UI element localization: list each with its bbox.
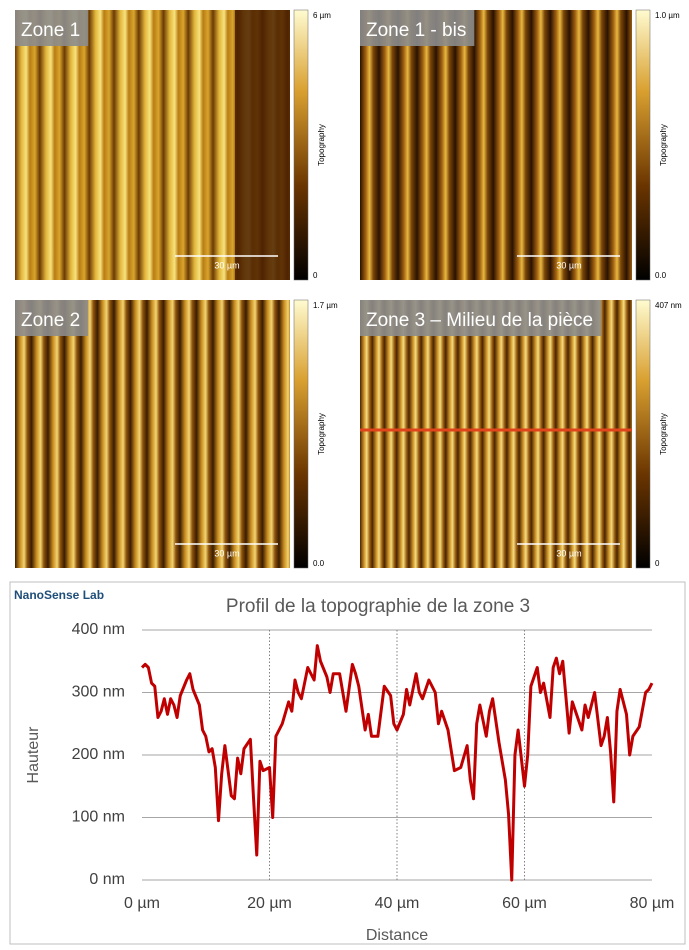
x-axis-label: Distance — [366, 927, 428, 944]
scale-bar-label: 30 µm — [556, 260, 581, 270]
colorbar — [293, 9, 309, 281]
zone-title-bg — [360, 300, 602, 336]
zone-title-bg — [360, 10, 475, 46]
colorbar — [293, 299, 309, 569]
colorbar-max: 6 µm — [313, 11, 331, 20]
zone-title: Zone 3 – Milieu de la pièce — [366, 310, 593, 331]
colorbar-max: 1.0 µm — [655, 11, 680, 20]
x-tick-label: 80 µm — [630, 895, 675, 912]
colorbar — [635, 9, 651, 281]
afm-image — [360, 300, 632, 568]
y-tick-label: 100 nm — [72, 809, 125, 826]
colorbar-min: 0.0 — [313, 559, 325, 568]
colorbar-label: Topography — [659, 413, 668, 455]
y-tick-label: 400 nm — [72, 621, 125, 638]
colorbar-label: Topography — [317, 124, 326, 166]
scale-bar-label: 30 µm — [556, 548, 581, 558]
zone-title-bg — [15, 300, 89, 336]
zone-title-bg — [15, 10, 89, 46]
scale-bar-label: 30 µm — [214, 260, 239, 270]
chart-title: Profil de la topographie de la zone 3 — [226, 596, 530, 617]
x-tick-label: 60 µm — [502, 895, 547, 912]
afm-image — [360, 10, 632, 280]
y-tick-label: 200 nm — [72, 746, 125, 763]
colorbar-min: 0 — [313, 271, 318, 280]
zone-title: Zone 1 - bis — [366, 20, 466, 41]
zone-title: Zone 2 — [21, 310, 80, 331]
colorbar-min: 0 — [655, 559, 660, 568]
data-line — [140, 644, 654, 882]
x-tick-label: 20 µm — [247, 895, 292, 912]
y-tick-label: 0 nm — [89, 871, 125, 888]
colorbar-max: 1.7 µm — [313, 301, 338, 310]
logo: NanoSense Lab — [14, 588, 104, 602]
scale-bar-label: 30 µm — [214, 548, 239, 558]
colorbar-min: 0.0 — [655, 271, 667, 280]
chart-frame — [9, 581, 686, 945]
colorbar-label: Topography — [659, 124, 668, 166]
afm-image — [15, 300, 290, 568]
x-tick-label: 0 µm — [124, 895, 160, 912]
colorbar-max: 407 nm — [655, 301, 682, 310]
zone-title: Zone 1 — [21, 20, 80, 41]
x-tick-label: 40 µm — [375, 895, 420, 912]
colorbar — [635, 299, 651, 569]
y-axis-label: Hauteur — [25, 726, 42, 784]
afm-shadow — [235, 10, 290, 280]
y-tick-label: 300 nm — [72, 684, 125, 701]
colorbar-label: Topography — [317, 413, 326, 455]
